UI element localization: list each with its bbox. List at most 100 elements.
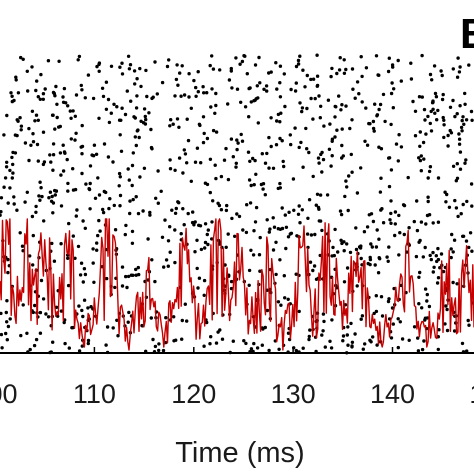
- spike-dot: [469, 182, 474, 186]
- spike-dot: [305, 73, 309, 78]
- spike-dot: [28, 254, 32, 258]
- spike-dot: [31, 140, 36, 144]
- spike-dot: [213, 111, 217, 116]
- spike-dot: [106, 97, 111, 102]
- spike-dot: [252, 183, 256, 187]
- spike-dot: [437, 328, 441, 332]
- spike-dot: [294, 64, 299, 69]
- spike-dot: [39, 278, 44, 283]
- spike-dot: [300, 109, 304, 114]
- spike-dot: [318, 193, 323, 197]
- spike-dot: [105, 325, 110, 329]
- spike-dot: [402, 232, 406, 237]
- spike-dot: [451, 98, 455, 103]
- spike-dot: [120, 61, 124, 65]
- spike-dot: [6, 270, 10, 275]
- spike-dot: [423, 287, 428, 291]
- spike-dot: [80, 344, 85, 348]
- spike-dot: [320, 170, 324, 174]
- spike-dot: [27, 126, 31, 131]
- spike-dot: [275, 87, 279, 91]
- spike-dot: [318, 116, 322, 120]
- spike-dot: [309, 77, 313, 82]
- spike-dot: [298, 101, 302, 105]
- spike-dot: [288, 232, 292, 236]
- spike-dot: [252, 229, 256, 233]
- spike-dot: [350, 170, 354, 174]
- spike-dot: [89, 305, 93, 309]
- spike-dot: [125, 89, 129, 93]
- spike-dot: [340, 143, 344, 148]
- spike-dot: [31, 233, 35, 238]
- spike-dot: [157, 348, 161, 353]
- spike-dot: [6, 257, 10, 262]
- spike-dot: [54, 189, 59, 193]
- spike-dot: [387, 156, 392, 160]
- spike-dot: [265, 89, 269, 93]
- spike-dot: [435, 281, 440, 285]
- spike-dot: [105, 276, 109, 281]
- spike-dot: [249, 100, 253, 104]
- spike-dot: [255, 84, 259, 88]
- spike-dot: [305, 232, 310, 236]
- spike-dot: [12, 195, 16, 199]
- spike-dot: [300, 208, 304, 212]
- spike-dot: [428, 165, 433, 169]
- spike-dot: [116, 334, 120, 338]
- spike-dot: [449, 131, 454, 135]
- spike-dot: [126, 320, 130, 324]
- spike-dot: [196, 70, 200, 74]
- spike-dot: [419, 154, 423, 158]
- spike-dot: [359, 317, 363, 321]
- spike-dot: [168, 124, 172, 128]
- spike-dot: [329, 164, 333, 168]
- spike-dot: [311, 268, 315, 273]
- spike-dot: [468, 231, 473, 235]
- spike-dot: [361, 347, 365, 351]
- spike-dot: [62, 320, 66, 325]
- spike-dot: [118, 65, 122, 69]
- spike-dot: [203, 222, 208, 226]
- spike-dot: [355, 284, 359, 288]
- spike-dot: [419, 220, 424, 224]
- spike-dot: [459, 212, 463, 216]
- spike-dot: [454, 206, 459, 210]
- spike-dot: [10, 176, 14, 180]
- spike-dot: [224, 245, 228, 249]
- spike-dot: [276, 112, 281, 117]
- spike-dot: [427, 304, 432, 309]
- spike-dot: [176, 83, 180, 87]
- spike-dot: [336, 250, 340, 254]
- spike-dot: [82, 298, 87, 302]
- spike-dot: [325, 193, 330, 197]
- spike-dot: [32, 343, 37, 348]
- spike-dot: [458, 65, 462, 69]
- spike-dot: [186, 211, 190, 216]
- spike-dot: [340, 103, 344, 107]
- spike-dot: [50, 113, 55, 117]
- spike-dot: [51, 168, 55, 172]
- spike-dot: [115, 318, 119, 322]
- spike-dot: [96, 176, 100, 180]
- spike-dot: [274, 143, 279, 147]
- spike-dot: [296, 58, 301, 63]
- spike-dot: [261, 187, 265, 191]
- spike-dot: [380, 207, 384, 211]
- spike-dot: [334, 105, 338, 109]
- spike-dot: [339, 212, 344, 217]
- spike-dot: [41, 297, 46, 301]
- spike-dot: [451, 250, 455, 254]
- spike-dot: [464, 158, 468, 162]
- spike-dot: [446, 133, 450, 138]
- spike-dot: [213, 163, 217, 167]
- spike-dot: [211, 128, 216, 133]
- spike-dot: [66, 283, 71, 288]
- spike-dot: [307, 150, 311, 155]
- spike-dot: [209, 105, 213, 109]
- spike-dot: [422, 157, 426, 161]
- spike-dot: [293, 126, 297, 130]
- spike-dot: [37, 194, 41, 198]
- spike-dot: [389, 168, 394, 172]
- spike-dot: [470, 204, 474, 208]
- spike-dot: [176, 200, 180, 204]
